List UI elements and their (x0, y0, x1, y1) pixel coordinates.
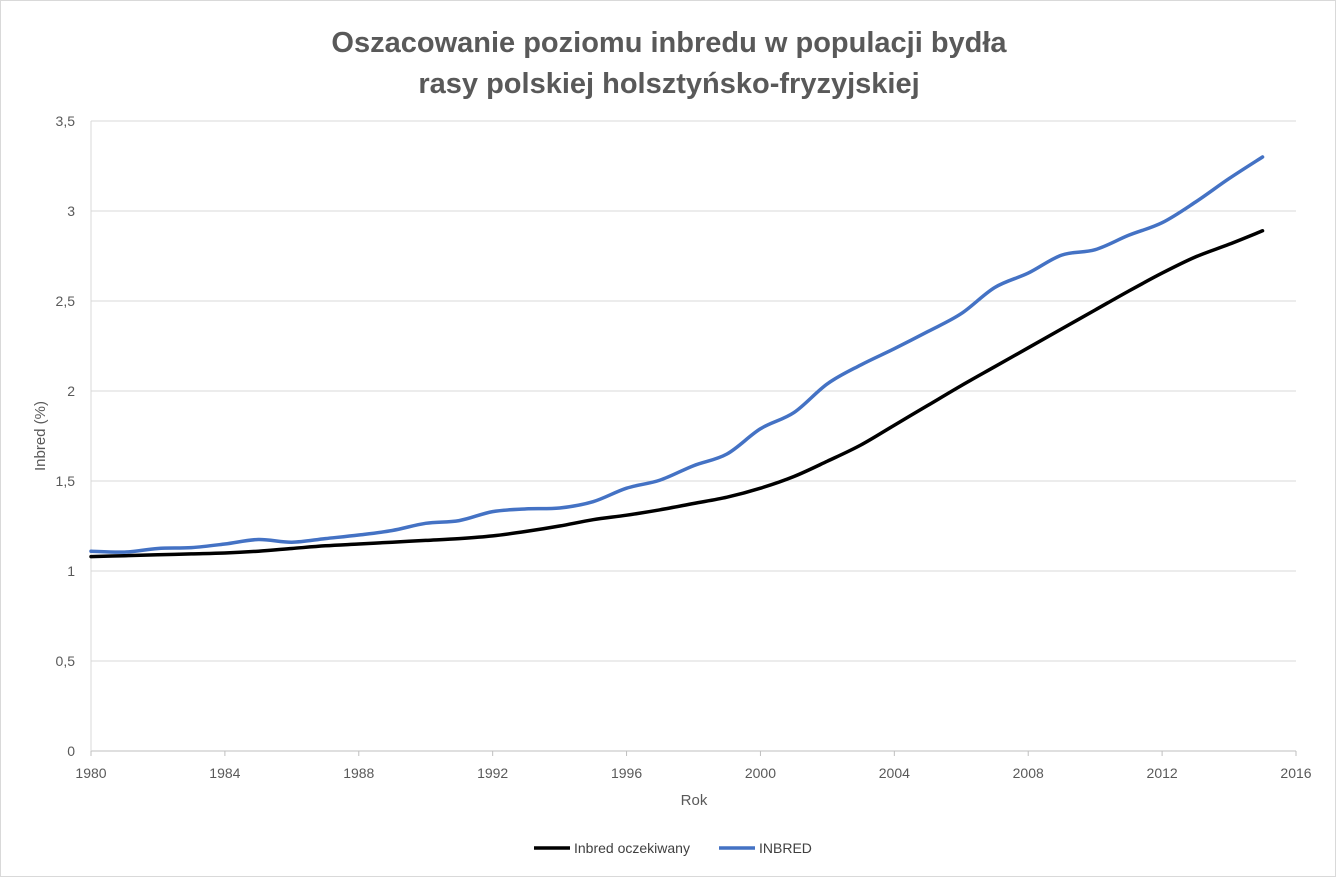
y-tick-label: 0 (67, 743, 75, 759)
x-tick-label: 1992 (477, 765, 508, 781)
y-tick-label: 3,5 (56, 113, 76, 129)
x-tick-label: 2012 (1147, 765, 1178, 781)
x-tick-label: 1980 (75, 765, 106, 781)
x-tick-label: 1988 (343, 765, 374, 781)
y-tick-label: 3 (67, 203, 75, 219)
x-tick-label: 1996 (611, 765, 642, 781)
x-axis-ticks: 1980 1984 1988 1992 1996 2000 2004 2008 2012 2016 (75, 751, 1312, 781)
y-tick-label: 1 (67, 563, 75, 579)
x-tick-label: 2000 (745, 765, 776, 781)
y-tick-label: 2 (67, 383, 75, 399)
x-axis-title: Rok (681, 792, 708, 809)
legend: Inbred oczekiwany INBRED (534, 840, 812, 856)
x-tick-label: 2016 (1280, 765, 1311, 781)
x-tick-label: 1984 (209, 765, 240, 781)
gridlines (91, 120, 1296, 662)
legend-label-inbred: INBRED (759, 840, 812, 856)
series-line-inbred-oczekiwany (89, 229, 1265, 559)
series-group (89, 155, 1265, 559)
y-tick-label: 2,5 (56, 293, 76, 309)
y-tick-label: 1,5 (56, 473, 76, 489)
chart-title-line-1: Oszacowanie poziomu inbredu w populacji … (331, 27, 1007, 59)
legend-label-inbred-oczekiwany: Inbred oczekiwany (574, 840, 690, 856)
series-line-inbred (89, 155, 1265, 554)
x-tick-label: 2008 (1013, 765, 1044, 781)
y-tick-label: 0,5 (56, 653, 76, 669)
x-tick-label: 2004 (879, 765, 910, 781)
chart-title-line-2: rasy polskiej holsztyńsko-fryzyjskiej (418, 68, 919, 100)
y-axis-title: Inbred (%) (32, 401, 49, 471)
y-axis-ticks: 0 0,5 1 1,5 2 2,5 3 3,5 (56, 113, 76, 759)
